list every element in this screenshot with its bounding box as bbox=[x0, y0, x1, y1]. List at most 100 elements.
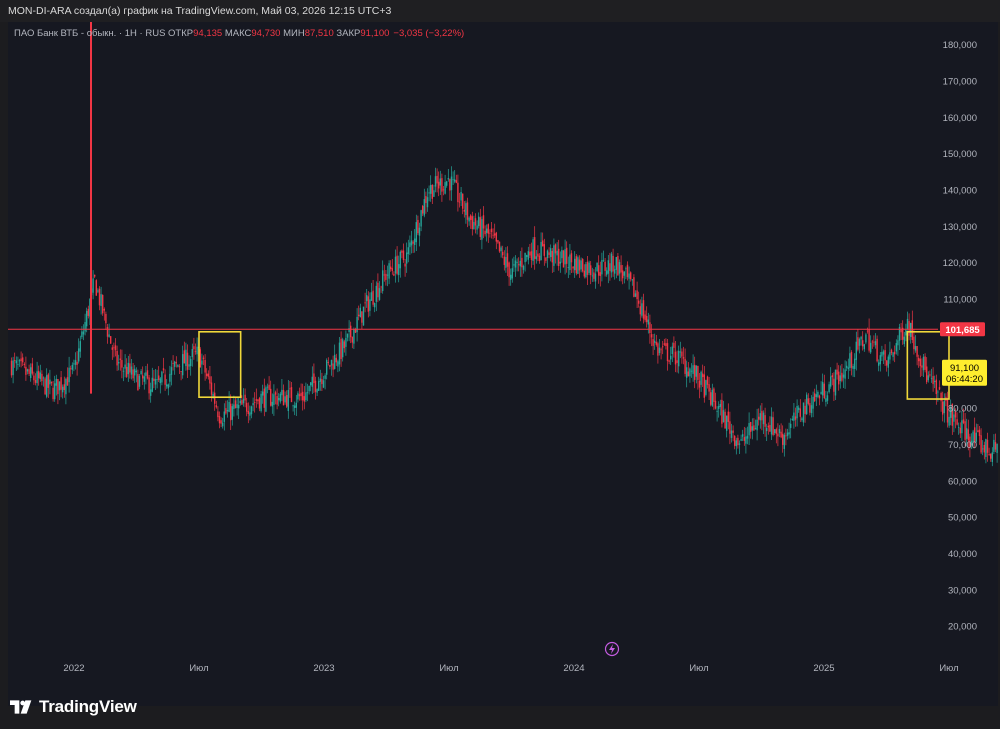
candle-body bbox=[810, 405, 813, 414]
candle-body bbox=[82, 331, 85, 335]
candle-body bbox=[727, 411, 729, 422]
candle-body bbox=[158, 375, 160, 380]
candle-body bbox=[316, 389, 318, 393]
candle-body bbox=[150, 389, 152, 396]
candle-body bbox=[404, 263, 406, 267]
candle-body bbox=[519, 260, 521, 267]
candle-body bbox=[594, 273, 597, 282]
tradingview-wordmark: TradingView bbox=[39, 697, 137, 716]
candle-body bbox=[510, 274, 512, 280]
candle-body bbox=[214, 392, 216, 404]
x-axis-tick-label: Июл bbox=[939, 663, 958, 674]
candle-body bbox=[130, 366, 133, 375]
candle-body bbox=[638, 300, 640, 304]
candle-body bbox=[10, 360, 13, 376]
candle-body bbox=[854, 358, 856, 369]
candle-body bbox=[831, 375, 833, 378]
candle-body bbox=[692, 365, 694, 374]
high-label: МАКС bbox=[224, 28, 252, 39]
candle-body bbox=[796, 405, 798, 419]
candle-body bbox=[585, 264, 587, 278]
candle-body bbox=[700, 371, 702, 385]
candle-body bbox=[970, 440, 973, 446]
candle-body bbox=[436, 175, 438, 184]
candle-body bbox=[799, 408, 801, 417]
candle-body bbox=[582, 258, 584, 272]
candle-body bbox=[50, 381, 53, 384]
candle-body bbox=[657, 343, 659, 356]
candle-body bbox=[484, 230, 486, 235]
candle-body bbox=[554, 244, 557, 254]
candle-body bbox=[567, 267, 569, 269]
candle-body bbox=[978, 429, 981, 437]
candle-body bbox=[612, 255, 614, 272]
candle-body bbox=[266, 386, 269, 388]
candle-body bbox=[575, 256, 577, 274]
candle-body bbox=[284, 396, 286, 403]
candle-body bbox=[482, 215, 485, 229]
candle-body bbox=[407, 247, 409, 255]
candle-body bbox=[247, 410, 249, 414]
candle-body bbox=[911, 320, 913, 340]
last-price-countdown: 06:44:20 bbox=[946, 374, 983, 385]
high-value: 94,730 bbox=[251, 28, 281, 39]
candle-body bbox=[812, 396, 814, 409]
candle-body bbox=[241, 400, 243, 405]
candle-body bbox=[975, 432, 977, 442]
candle-body bbox=[679, 351, 681, 353]
candle-body bbox=[119, 358, 121, 360]
candle-body bbox=[30, 367, 32, 378]
candle-body bbox=[662, 346, 664, 348]
candle-body bbox=[406, 252, 408, 264]
candle-body bbox=[890, 349, 893, 354]
candle-body bbox=[634, 293, 637, 297]
price-chart[interactable]: 180,000 170,000 160,000 150,000 140,000 130,0… bbox=[8, 22, 1000, 706]
candle-body bbox=[620, 265, 622, 273]
candle-body bbox=[388, 263, 390, 279]
candle-body bbox=[121, 360, 123, 368]
candle-body bbox=[449, 179, 451, 191]
candle-body bbox=[470, 215, 472, 220]
candle-body bbox=[278, 397, 280, 401]
candle-body bbox=[495, 232, 497, 242]
chart-pane[interactable]: 180,000 170,000 160,000 150,000 140,000 130,0… bbox=[8, 22, 1000, 706]
candle-body bbox=[297, 393, 299, 400]
candle-body bbox=[802, 402, 805, 423]
candle-body bbox=[33, 375, 35, 381]
candle-body bbox=[599, 272, 601, 277]
candle-body bbox=[335, 357, 337, 363]
candle-body bbox=[842, 374, 845, 378]
candle-body bbox=[228, 401, 230, 412]
candle-body bbox=[118, 362, 120, 364]
candle-body bbox=[564, 249, 566, 265]
candle-body bbox=[887, 356, 889, 368]
candle-body bbox=[714, 400, 717, 409]
candle-body bbox=[852, 366, 854, 369]
candle-body bbox=[639, 306, 641, 315]
candle-body bbox=[870, 342, 872, 353]
candle-body bbox=[290, 387, 293, 403]
lightning-icon bbox=[604, 641, 620, 657]
y-axis-tick-label: 120,000 bbox=[943, 258, 977, 269]
candle-body bbox=[185, 349, 187, 367]
candle-body bbox=[313, 373, 315, 384]
candle-body bbox=[425, 196, 427, 204]
candle-body bbox=[937, 391, 939, 393]
candle-body bbox=[935, 379, 937, 395]
candle-body bbox=[705, 380, 707, 395]
tradingview-logo[interactable]: TradingView bbox=[10, 697, 137, 717]
candle-body bbox=[36, 371, 38, 384]
candle-body bbox=[369, 299, 371, 311]
candle-body bbox=[15, 360, 17, 364]
candle-body bbox=[434, 176, 437, 187]
low-value: 87,510 bbox=[304, 28, 334, 39]
candle-body bbox=[300, 392, 302, 397]
candle-body bbox=[548, 252, 550, 255]
candle-body bbox=[153, 378, 155, 381]
candle-body bbox=[690, 370, 693, 372]
candle-body bbox=[708, 384, 710, 392]
candle-body bbox=[623, 271, 625, 276]
candle-body bbox=[892, 352, 894, 357]
candle-body bbox=[726, 415, 728, 431]
candle-body bbox=[372, 290, 374, 305]
